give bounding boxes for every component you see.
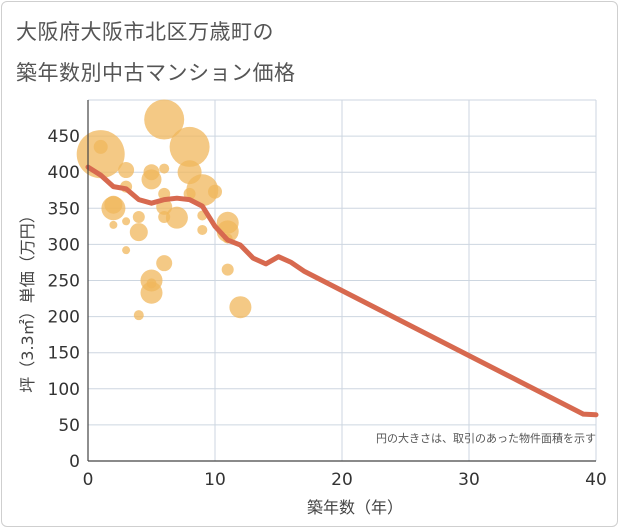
bubble-point	[93, 139, 108, 154]
axes	[87, 100, 596, 462]
x-tick-label: 30	[458, 470, 480, 490]
chart-title-line1: 大阪府大阪市北区万歳町の	[16, 20, 274, 44]
y-tick-label: 400	[48, 163, 80, 183]
bubble-point	[165, 206, 188, 229]
bubble-point	[197, 224, 208, 235]
bubble-point	[140, 281, 163, 304]
y-tick-label: 450	[48, 127, 80, 147]
bubble-point	[104, 195, 123, 214]
trend-line-group	[85, 164, 599, 418]
bubble-point	[221, 263, 234, 276]
bubble-series	[76, 99, 252, 321]
bubble-point	[156, 255, 173, 272]
bubble-point	[229, 296, 252, 319]
y-tick-label: 300	[48, 235, 80, 255]
chart-title-line2: 築年数別中古マンション価格	[16, 61, 296, 85]
bubble-point	[122, 217, 131, 226]
x-tick-label: 40	[585, 470, 607, 490]
y-tick-label: 200	[48, 308, 80, 328]
bubble-point	[144, 99, 185, 140]
size-note: 円の大きさは、取引のあった物件面積を示す	[376, 431, 596, 445]
y-tick-label: 250	[48, 272, 80, 292]
x-tick-label: 10	[204, 470, 226, 490]
bubble-point	[109, 220, 118, 229]
bubble-point	[118, 162, 135, 179]
bubble-point	[76, 130, 125, 179]
y-axis-label: 坪（3.3㎡）単価（万円）	[18, 207, 37, 392]
bubble-point	[186, 174, 219, 207]
bubble-point	[122, 246, 131, 255]
bubble-point	[208, 184, 222, 199]
x-axis-label: 築年数（年）	[307, 498, 403, 517]
y-tick-label: 50	[58, 416, 80, 436]
y-tick-label: 100	[48, 380, 80, 400]
bubble-point	[133, 310, 144, 321]
y-tick-label: 0	[69, 452, 80, 472]
bubble-point	[129, 223, 148, 242]
grid-lines	[88, 99, 597, 461]
bubble-point	[169, 126, 210, 167]
y-tick-label: 350	[48, 199, 80, 219]
tick-labels: 0 50 100 150 200 250 300 350 400 450 0 10 20 30 40	[48, 127, 607, 490]
x-tick-label: 20	[331, 470, 353, 490]
bubble-point	[159, 163, 170, 174]
trend-line	[85, 164, 599, 418]
bubble-point	[132, 210, 145, 223]
x-tick-label: 0	[83, 470, 94, 490]
bubble-point	[141, 169, 162, 190]
y-tick-label: 150	[48, 344, 80, 364]
